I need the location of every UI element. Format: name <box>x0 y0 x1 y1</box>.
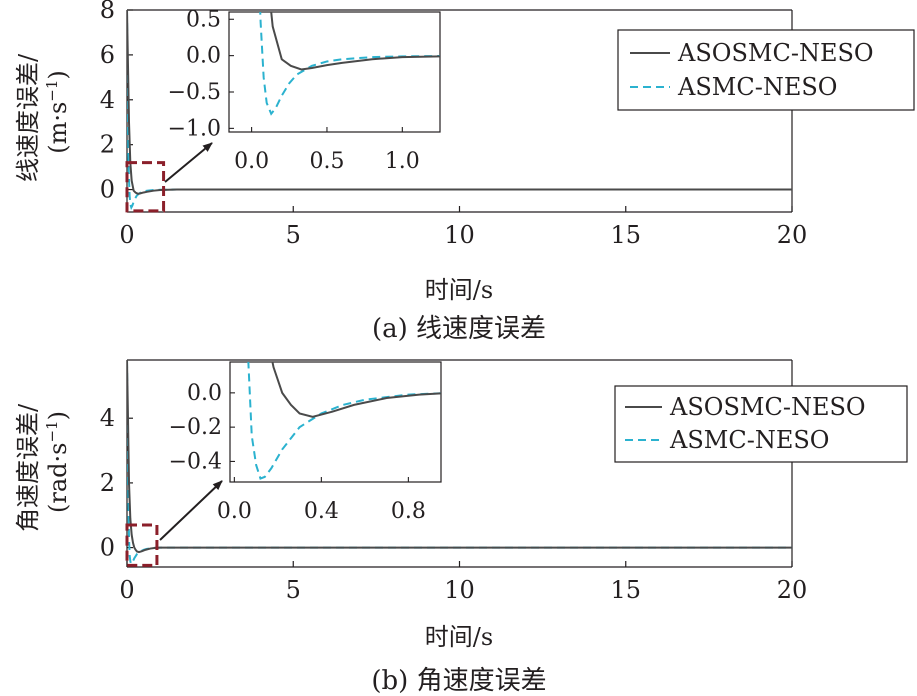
inset-ticks-b: 0.0 0.4 0.8 0.0 −0.2 −0.4 <box>169 381 426 524</box>
inset-x-tick-label-a: 0.0 <box>234 149 269 174</box>
inset-ticks-a: 0.0 0.5 1.0 0.5 0.0 −0.5 −1.0 <box>168 7 420 174</box>
legend-a: ASOSMC-NESO ASMC-NESO <box>617 29 915 111</box>
inset-y-tick-label-a: −0.5 <box>168 80 221 105</box>
y-tick-label-a: 2 <box>100 131 115 159</box>
inset-series-line-a-asmc-neso <box>259 12 440 116</box>
series-line-b-asmc-neso <box>127 360 792 566</box>
x-tick-label-b: 5 <box>286 576 301 604</box>
inset-series-a <box>259 12 440 116</box>
y-axis-title-b: 角速度误差/ <box>14 403 42 532</box>
inset-x-tick-label-a: 1.0 <box>385 149 420 174</box>
x-tick-label-a: 0 <box>119 221 134 249</box>
y-tick-label-a: 0 <box>100 176 115 204</box>
y-axis-unit-b: (rad·s−1) <box>43 411 72 513</box>
zoom-arrow-a <box>164 142 213 183</box>
inset-y-tick-label-a: 0.5 <box>186 7 221 32</box>
legend-label-a-2: ASMC-NESO <box>677 73 837 101</box>
x-tick-label-b: 10 <box>444 576 475 604</box>
inset-x-tick-label-b: 0.4 <box>304 499 339 524</box>
ticks-a: 0 5 10 15 20 0 2 4 6 8 <box>100 0 808 249</box>
x-tick-label-b: 0 <box>119 576 134 604</box>
legend-label-b-2: ASMC-NESO <box>669 426 829 454</box>
inset-series-b <box>247 362 441 480</box>
y-tick-label-b: 4 <box>100 404 115 432</box>
inset-y-tick-label-b: −0.4 <box>169 449 222 474</box>
y-axis-label-a: 线速度误差/ <box>14 53 42 182</box>
zoom-region-box-b <box>125 523 159 567</box>
x-axis-label-a: 时间/s <box>425 276 493 304</box>
x-tick-label-b: 15 <box>610 576 641 604</box>
inset-y-tick-label-b: 0.0 <box>187 381 222 406</box>
inset-x-tick-label-a: 0.5 <box>309 149 344 174</box>
x-axis-label-b: 时间/s <box>425 623 493 651</box>
inset-y-tick-label-a: −1.0 <box>168 116 221 141</box>
y-axis-label-b: 角速度误差/ <box>14 403 42 532</box>
inset-y-tick-label-b: −0.2 <box>169 415 222 440</box>
y-axis-title-a: 线速度误差/ <box>14 53 42 182</box>
y-axis-unit-a: (m·s−1) <box>43 70 72 154</box>
inset-a: 0.0 0.5 1.0 0.5 0.0 −0.5 −1.0 <box>168 7 441 174</box>
x-tick-label-a: 20 <box>777 221 808 249</box>
y-tick-label-b: 2 <box>100 469 115 497</box>
zoom-region-box-a <box>125 161 166 213</box>
y-tick-label-a: 6 <box>100 41 115 69</box>
y-tick-label-a: 8 <box>100 0 115 24</box>
legend-b: ASOSMC-NESO ASMC-NESO <box>614 385 908 463</box>
legend-label-a-1: ASOSMC-NESO <box>677 39 874 67</box>
x-tick-label-a: 10 <box>444 221 475 249</box>
inset-y-tick-label-a: 0.0 <box>186 44 221 69</box>
x-tick-label-b: 20 <box>777 576 808 604</box>
x-tick-label-a: 15 <box>610 221 641 249</box>
inset-series-line-b-asosmc-neso <box>271 362 441 418</box>
y-tick-label-b: 0 <box>100 534 115 562</box>
caption-a: (a) 线速度误差 <box>372 314 546 344</box>
inset-b: 0.0 0.4 0.8 0.0 −0.2 −0.4 <box>169 361 442 524</box>
inset-series-line-a-asosmc-neso <box>270 12 440 71</box>
caption-b: (b) 角速度误差 <box>371 666 546 696</box>
ticks-b: 0 5 10 15 20 0 2 4 <box>100 404 808 604</box>
y-tick-label-a: 4 <box>100 86 115 114</box>
inset-x-tick-label-b: 0.8 <box>391 499 426 524</box>
inset-x-tick-label-b: 0.0 <box>217 499 252 524</box>
x-tick-label-a: 5 <box>286 221 301 249</box>
legend-label-b-1: ASOSMC-NESO <box>669 393 866 421</box>
zoom-arrow-b <box>159 480 223 541</box>
